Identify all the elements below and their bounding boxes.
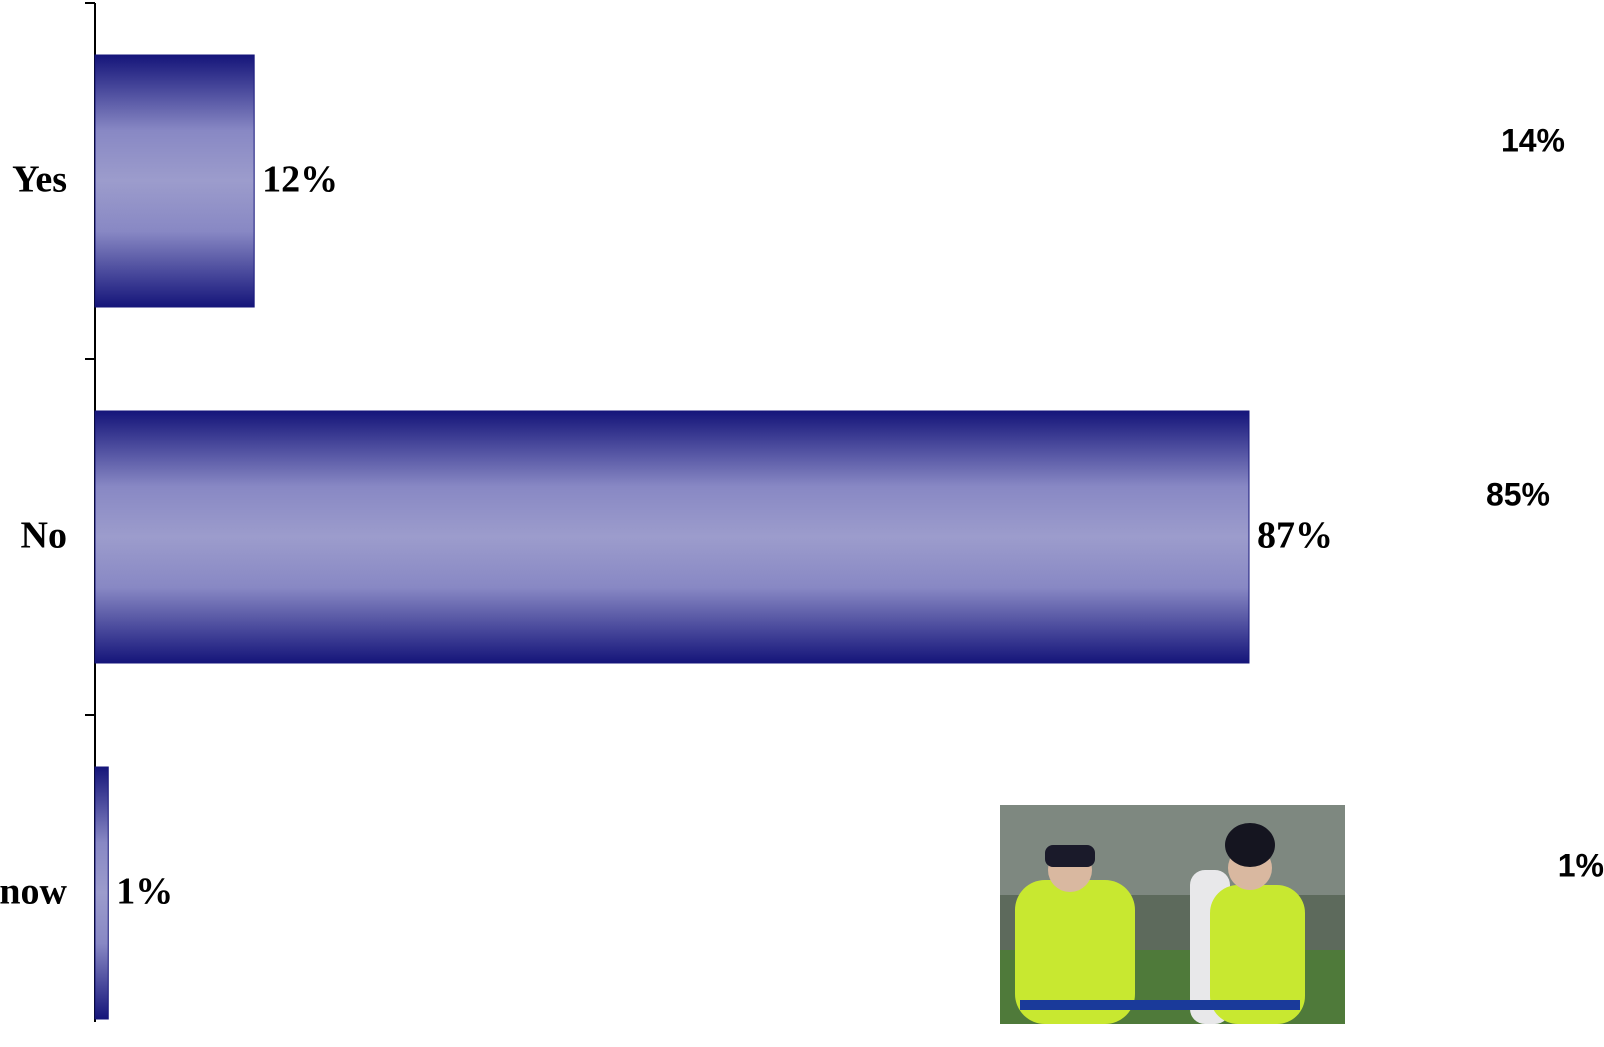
photo	[1000, 805, 1345, 1024]
annotation: 14%	[1501, 122, 1565, 158]
category-label: Yes	[12, 159, 67, 201]
category-label: now	[0, 871, 68, 913]
annotation: 85%	[1486, 476, 1550, 512]
bar	[94, 766, 109, 1020]
category-axis	[85, 2, 96, 1022]
value-label: 1%	[116, 871, 173, 913]
bar	[94, 54, 255, 308]
annotation: 1%	[1558, 847, 1604, 883]
value-label: 12%	[262, 159, 338, 201]
category-label: No	[21, 515, 67, 557]
bar	[94, 410, 1250, 664]
value-label: 87%	[1257, 515, 1333, 557]
